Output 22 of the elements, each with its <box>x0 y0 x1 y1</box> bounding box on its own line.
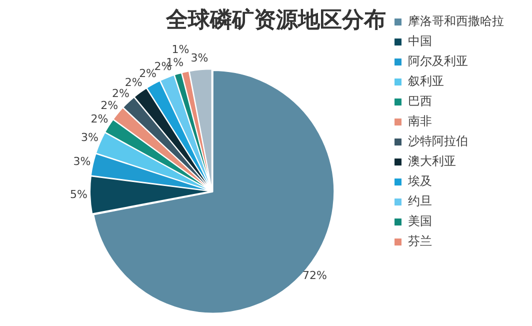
legend-label: 阿尔及利亚 <box>408 54 468 68</box>
data-label: 72% <box>302 269 327 282</box>
legend-label: 中国 <box>408 34 432 48</box>
data-label: 2% <box>90 112 108 126</box>
legend-label: 摩洛哥和西撒哈拉 <box>408 14 504 28</box>
legend-label: 沙特阿拉伯 <box>408 134 468 148</box>
data-label: 1% <box>172 43 190 56</box>
legend-label: 埃及 <box>407 174 432 188</box>
legend-label: 芬兰 <box>408 234 432 248</box>
data-label: 3% <box>80 131 98 144</box>
legend-label: 约旦 <box>408 194 432 208</box>
legend-label: 巴西 <box>408 94 432 108</box>
data-label: 5% <box>70 188 88 202</box>
data-label: 2% <box>112 86 130 100</box>
legend-label: 叙利亚 <box>408 74 444 88</box>
legend-label: 美国 <box>408 214 432 228</box>
legend-label: 澳大利亚 <box>408 154 456 168</box>
chart-title: 全球磷矿资源地区分布 <box>165 6 386 33</box>
legend-label: 南非 <box>408 114 432 128</box>
data-label: 2% <box>100 99 118 112</box>
data-label: 3% <box>73 154 91 168</box>
data-label: 3% <box>190 51 208 64</box>
